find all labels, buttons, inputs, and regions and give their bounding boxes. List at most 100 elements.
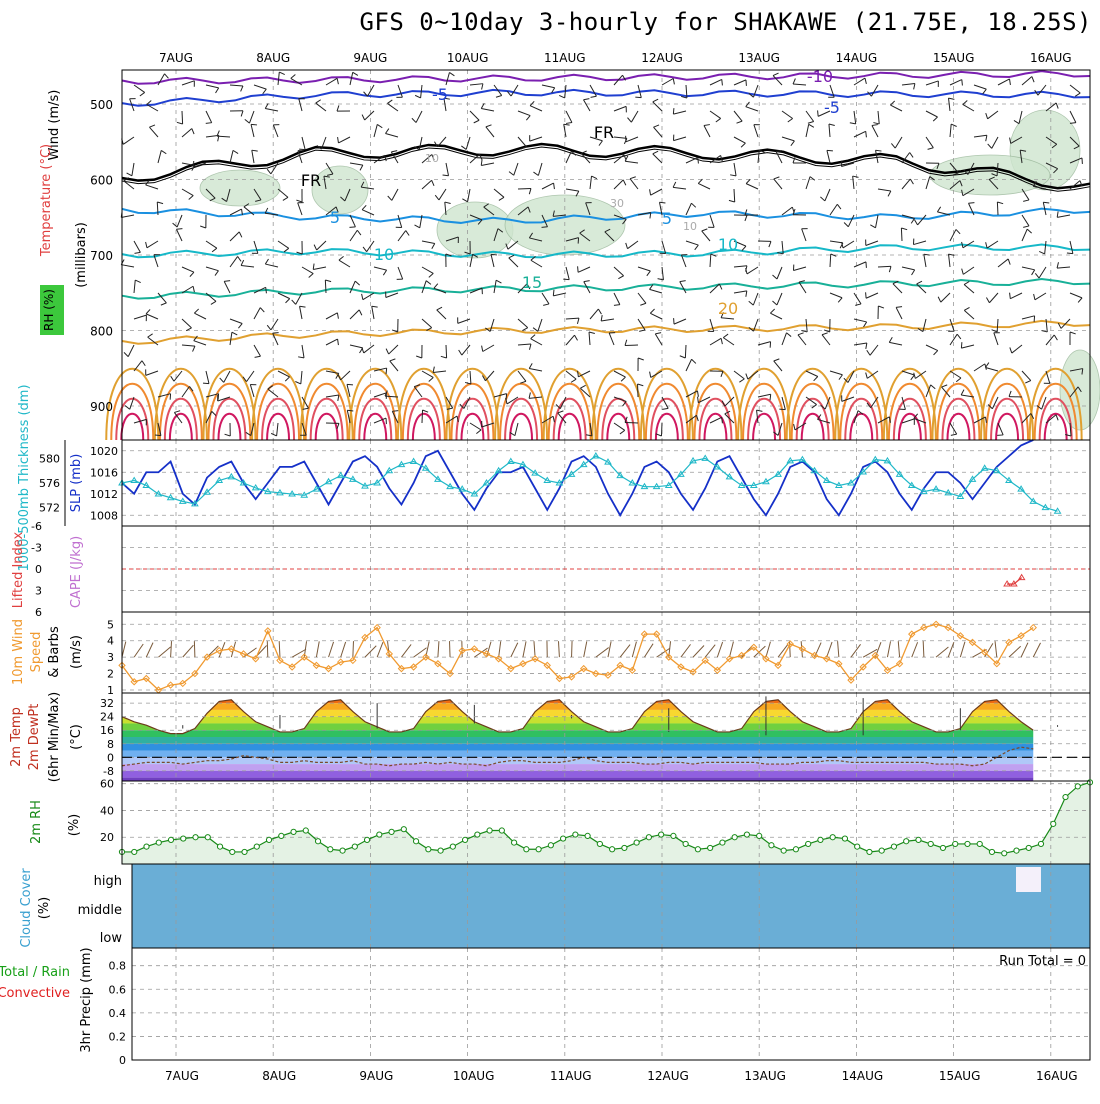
wind-barb-flag [437,307,442,310]
y-tick-label: 3 [35,585,42,598]
wind-barb [653,154,662,163]
wind-barb [902,179,910,189]
wind-barb-flag [746,291,747,297]
wind-barb [206,111,212,123]
x-tick-label: 13AUG [744,1069,786,1083]
wind-barb-flag [746,268,747,274]
rh2m-point [401,827,406,832]
wind-barb-flag [793,79,795,85]
wind10-barb [122,642,126,658]
wind-barb-flag [157,202,163,204]
wind-barb [782,333,786,345]
wind-barb-flag [746,374,748,380]
rh2m-point [1051,821,1056,826]
wind-barb-flag [482,346,483,352]
y-tick-label: 0.6 [109,983,127,996]
wind-barb-flag [739,379,744,382]
wind-barb [686,359,692,371]
wind-barb-flag [704,125,710,126]
wind10-barb [717,642,722,657]
wind10-barb [534,641,535,657]
wind-barb [895,137,902,148]
wind-barb-flag [391,151,397,152]
wind-barb [230,319,242,324]
wind10-barb [730,642,734,658]
wind-barb-flag [770,309,774,313]
wind-barb [651,371,662,377]
wind-barb-flag [659,202,665,203]
wind-barb-flag [873,123,879,124]
x-tick-label: 8AUG [262,1069,296,1083]
wind-barb-flag [695,245,699,250]
wind-barb-flag [794,424,795,430]
wind-barb-flag [337,313,338,319]
rh2m-point [1026,845,1031,850]
wind-barb-flag [149,125,155,127]
wind-barb-flag [961,390,964,395]
isotherm-loop [451,384,493,440]
wind-barb-flag [338,395,339,401]
wind-barb [964,285,974,293]
rh2m-point [659,832,664,837]
isotherm-loop [597,384,639,440]
wind-barb [974,135,987,137]
y-tick-label: -3 [31,542,42,555]
wind-barb [776,151,782,163]
wind-barb-flag [745,215,747,221]
wind-barb-flag [429,273,433,277]
wind-barb-flag [591,96,597,97]
isotherm-loop [656,414,678,440]
wind-barb-flag [267,325,271,330]
wind-barb-flag [968,203,974,204]
wind10-barb [644,644,653,657]
rh2m-point [879,848,884,853]
y-tick-label: 8 [107,738,114,751]
wind-barb-flag [461,146,466,150]
axis-label-convective: Convective [0,986,70,1001]
wind10-barb [632,642,636,657]
wind-barb [1070,85,1080,93]
wind-barb-flag [985,417,986,423]
wind-barb-flag [171,376,174,381]
wind-barb-flag [618,276,623,279]
wind10-barb [596,648,609,658]
wind-barb-flag [148,334,153,337]
rh2m-point [168,837,173,842]
wind-barb-flag [746,179,750,183]
wind10-barb [1009,646,1021,657]
wind-barb [948,254,950,267]
wind-barb [1070,111,1076,123]
wind-barb-flag [866,292,867,298]
wind-barb-flag [355,281,359,285]
wind-barb-flag [529,363,532,368]
wind-barb [422,241,435,243]
y-tick-label: 700 [90,249,113,263]
wind-barb [485,371,494,381]
rh2m-point [1063,794,1068,799]
wind-barb [374,124,377,137]
rh2m-point [279,833,284,838]
isotherm-loop [252,369,304,440]
wind-barb-flag [997,202,1003,204]
wind-barb-flag [583,99,589,100]
wind-barb [515,423,518,436]
wind-barb-flag [774,359,780,361]
wind-barb [372,306,374,319]
contour-label: 10 [374,245,394,264]
wind-barb-flag [291,74,296,78]
wind-barb [1022,229,1027,241]
wind-barb [385,134,398,137]
wind-barb [529,397,542,398]
wind-barb [277,423,278,436]
wind-barb-flag [241,260,244,265]
wind-barb-flag [577,318,579,324]
wind-barb [553,293,566,296]
rh2m-point [450,844,455,849]
wind-barb-flag [388,196,392,200]
y-tick-label: 900 [90,400,113,414]
rh2m-point [438,848,443,853]
rh2m-point [1075,784,1080,789]
wind-barb [1039,267,1046,278]
wind-barb [710,417,722,423]
wind-barb [146,314,158,319]
